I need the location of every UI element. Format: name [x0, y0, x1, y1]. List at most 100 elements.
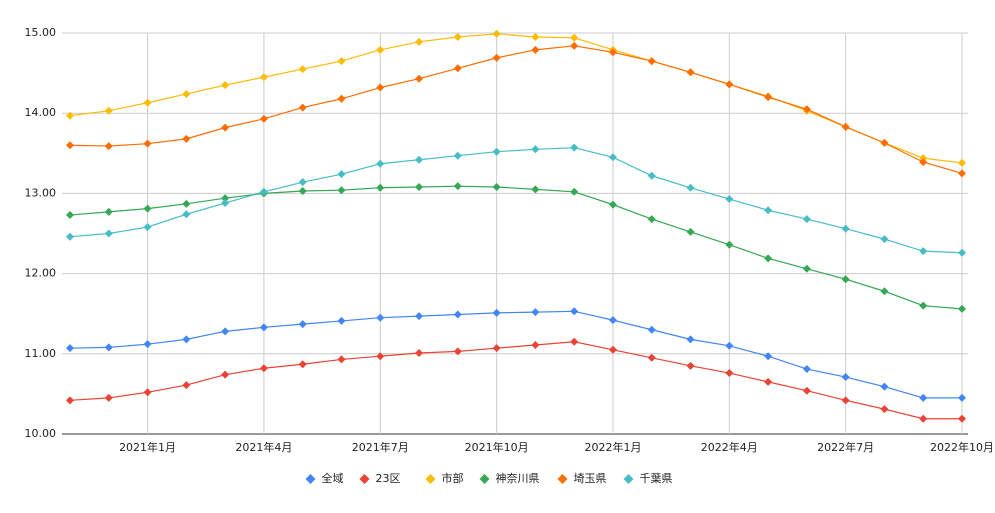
point: [376, 159, 385, 168]
point: [415, 312, 424, 321]
point: [764, 206, 773, 215]
point: [143, 340, 152, 349]
point: [221, 194, 230, 203]
legend-label: 23区: [376, 472, 401, 485]
point: [880, 138, 889, 147]
point: [298, 65, 307, 74]
point: [66, 232, 74, 241]
y-tick-label: 12.00: [25, 267, 57, 280]
point: [143, 388, 152, 397]
series-line: [69, 185, 963, 310]
legend-label: 全域: [322, 471, 344, 485]
point: [415, 155, 424, 164]
point: [841, 122, 850, 131]
y-tick-label: 15.00: [25, 26, 57, 39]
point: [376, 352, 385, 361]
point: [492, 53, 501, 62]
point: [66, 211, 74, 220]
point: [531, 145, 540, 154]
point: [182, 335, 191, 344]
point: [608, 153, 617, 162]
point: [143, 139, 152, 148]
point: [647, 353, 656, 362]
point: [104, 106, 113, 115]
point: [492, 29, 501, 38]
point: [298, 186, 307, 195]
point: [570, 143, 579, 152]
point: [725, 80, 734, 89]
point: [453, 347, 462, 356]
point: [492, 147, 501, 156]
point: [492, 182, 501, 191]
point: [958, 169, 966, 178]
point: [453, 182, 462, 191]
point: [66, 141, 74, 150]
legend-marker: [359, 474, 370, 484]
point: [531, 185, 540, 194]
point: [725, 369, 734, 378]
x-tick-label: 2021年10月: [465, 440, 529, 454]
point: [298, 103, 307, 112]
point: [221, 199, 230, 208]
point: [919, 393, 928, 402]
point: [841, 373, 850, 382]
point: [337, 355, 346, 364]
point: [686, 183, 695, 192]
point: [570, 33, 579, 42]
point: [802, 386, 811, 395]
point: [958, 158, 966, 167]
point: [337, 170, 346, 179]
point: [492, 308, 501, 317]
point: [182, 89, 191, 98]
point: [298, 360, 307, 369]
point: [919, 301, 928, 310]
point: [337, 57, 346, 66]
point: [66, 396, 74, 405]
point: [415, 74, 424, 83]
point: [919, 154, 928, 163]
point: [880, 287, 889, 296]
legend-marker: [557, 474, 568, 484]
point: [647, 57, 656, 66]
x-tick-label: 2022年7月: [817, 440, 874, 454]
legend-label: 千葉県: [640, 471, 673, 485]
point: [958, 393, 966, 402]
point: [259, 364, 268, 373]
point: [919, 247, 928, 256]
point: [415, 348, 424, 357]
point: [841, 275, 850, 284]
point: [376, 183, 385, 192]
point: [608, 316, 617, 325]
point: [958, 414, 966, 423]
point: [880, 235, 889, 244]
point: [143, 204, 152, 213]
x-tick-label: 2022年4月: [701, 440, 758, 454]
point: [66, 111, 74, 120]
point: [880, 382, 889, 391]
point: [182, 381, 191, 390]
point: [647, 325, 656, 334]
point: [259, 73, 268, 82]
point: [337, 94, 346, 103]
point: [182, 210, 191, 219]
x-tick-label: 2022年10月: [930, 440, 994, 454]
x-tick-label: 2021年4月: [235, 440, 292, 454]
point: [647, 171, 656, 180]
series-line: [69, 147, 963, 254]
point: [802, 105, 811, 114]
point: [104, 229, 113, 238]
point: [182, 134, 191, 143]
point: [725, 240, 734, 249]
legend-marker: [623, 474, 634, 484]
point: [570, 307, 579, 316]
point: [802, 365, 811, 374]
point: [686, 361, 695, 370]
point: [570, 187, 579, 196]
point: [608, 200, 617, 209]
y-tick-label: 13.00: [25, 186, 57, 199]
point: [221, 81, 230, 90]
point: [686, 68, 695, 77]
point: [841, 224, 850, 233]
point: [104, 393, 113, 402]
